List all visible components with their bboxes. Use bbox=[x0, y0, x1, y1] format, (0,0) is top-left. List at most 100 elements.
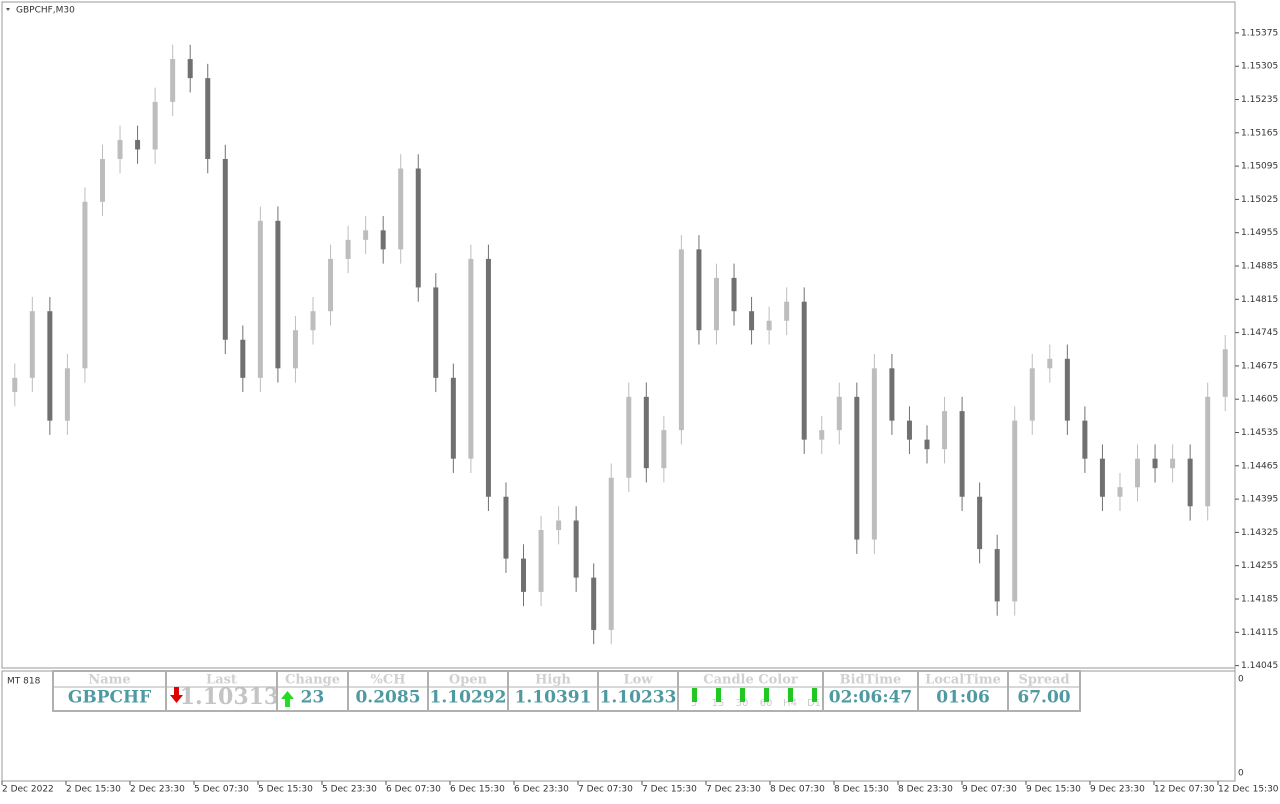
candle-body bbox=[1117, 487, 1123, 497]
candle-body bbox=[521, 558, 527, 592]
cell-value: 67.00 bbox=[1017, 688, 1070, 708]
candle-body bbox=[1099, 458, 1105, 497]
x-tick-label: 2 Dec 2022 bbox=[2, 785, 54, 795]
candle-body bbox=[854, 396, 860, 540]
candle-body bbox=[801, 301, 807, 440]
x-tick-label: 12 Dec 15:30 bbox=[1218, 785, 1279, 795]
cell-value: 1.10391 bbox=[515, 688, 592, 708]
y-tick-label: 1.14465 bbox=[1241, 461, 1278, 471]
down-arrow bbox=[170, 687, 183, 703]
y-tick-label: 1.14395 bbox=[1241, 495, 1278, 505]
y-tick-label: 1.14535 bbox=[1241, 428, 1278, 438]
candle-body bbox=[994, 549, 1000, 602]
candle-body bbox=[1152, 458, 1158, 469]
timeframe-color bbox=[716, 688, 721, 702]
candle-body bbox=[906, 420, 912, 440]
timeframe-label: 5 bbox=[691, 698, 697, 709]
timeframe-color bbox=[764, 688, 769, 702]
candle-body bbox=[924, 439, 930, 450]
candle-body bbox=[433, 287, 439, 378]
y-tick-label: 1.14325 bbox=[1241, 528, 1278, 538]
candle-body bbox=[1187, 458, 1193, 507]
x-tick-label: 9 Dec 07:30 bbox=[962, 785, 1017, 795]
column-header: Open bbox=[449, 673, 488, 688]
y-tick-label: 1.14675 bbox=[1241, 361, 1278, 371]
candle-body bbox=[485, 258, 491, 497]
cell-value: 0.2085 bbox=[355, 688, 420, 708]
timeframe-color bbox=[692, 688, 697, 702]
candle-body bbox=[152, 101, 158, 150]
x-tick-label: 6 Dec 15:30 bbox=[450, 785, 505, 795]
candle-body bbox=[1222, 349, 1228, 397]
candle-body bbox=[643, 396, 649, 469]
y-tick-label: 1.14605 bbox=[1241, 395, 1278, 405]
candle-body bbox=[1012, 420, 1018, 602]
candle-body bbox=[1047, 358, 1053, 369]
candle-body bbox=[187, 59, 193, 79]
column-header: LocalTime bbox=[925, 673, 1001, 688]
y-tick-label: 1.15235 bbox=[1241, 95, 1278, 105]
candle-body bbox=[977, 496, 983, 550]
candle-body bbox=[1064, 358, 1070, 421]
column-header: Change bbox=[285, 673, 340, 688]
candle-body bbox=[292, 330, 298, 369]
x-tick-label: 8 Dec 07:30 bbox=[770, 785, 825, 795]
candle-body bbox=[678, 249, 684, 431]
column-header: Spread bbox=[1018, 673, 1069, 688]
candle-body bbox=[310, 311, 316, 331]
y-tick-label: 1.14115 bbox=[1241, 628, 1278, 638]
column-header: Name bbox=[88, 673, 130, 688]
cell-value: 02:06:47 bbox=[829, 688, 913, 708]
candle-body bbox=[257, 220, 263, 378]
x-tick-label: 7 Dec 15:30 bbox=[642, 785, 697, 795]
candle-body bbox=[731, 277, 737, 312]
y-tick-label: 1.15025 bbox=[1241, 195, 1278, 205]
collapse-icon[interactable] bbox=[6, 8, 10, 11]
timeframe-label: 30 bbox=[736, 698, 749, 709]
candle-body bbox=[1170, 458, 1176, 469]
timeframe-label: 60 bbox=[760, 698, 773, 709]
cell-value: 1.10292 bbox=[430, 688, 507, 708]
x-tick-label: 5 Dec 07:30 bbox=[194, 785, 249, 795]
candle-body bbox=[661, 430, 667, 469]
candle-body bbox=[275, 220, 281, 369]
chart-frame bbox=[1, 1, 1236, 669]
indicator-axis-label: 0 bbox=[1238, 769, 1244, 779]
up-arrow bbox=[281, 691, 294, 707]
candle-body bbox=[380, 230, 386, 250]
candle-body bbox=[170, 59, 176, 102]
candle-body bbox=[363, 230, 369, 240]
candle-body bbox=[889, 368, 895, 421]
candle-body bbox=[538, 530, 544, 592]
candle-body bbox=[626, 396, 632, 478]
cell-value: GBPCHF bbox=[68, 688, 151, 708]
timeframe-color bbox=[740, 688, 745, 702]
cell-value: 23 bbox=[301, 688, 325, 708]
candle-body bbox=[415, 168, 421, 288]
x-tick-label: 6 Dec 07:30 bbox=[386, 785, 441, 795]
candle-body bbox=[117, 139, 123, 159]
y-tick-label: 1.14885 bbox=[1241, 262, 1278, 272]
candle-body bbox=[12, 377, 18, 393]
x-tick-label: 7 Dec 07:30 bbox=[578, 785, 633, 795]
candle-body bbox=[82, 201, 88, 369]
y-tick-label: 1.14045 bbox=[1241, 661, 1278, 671]
column-header: %CH bbox=[371, 673, 406, 688]
candle-body bbox=[959, 411, 965, 497]
y-tick-label: 1.14745 bbox=[1241, 328, 1278, 338]
x-tick-label: 9 Dec 23:30 bbox=[1090, 785, 1145, 795]
candle-body bbox=[135, 139, 141, 150]
y-tick-label: 1.14955 bbox=[1241, 228, 1278, 238]
candle-body bbox=[696, 249, 702, 331]
y-tick-label: 1.15095 bbox=[1241, 162, 1278, 172]
candle-body bbox=[240, 339, 246, 378]
x-tick-label: 2 Dec 15:30 bbox=[66, 785, 121, 795]
candle-body bbox=[47, 311, 53, 421]
candle-body bbox=[749, 311, 755, 331]
x-tick-label: 8 Dec 23:30 bbox=[898, 785, 953, 795]
candle-body bbox=[1135, 458, 1141, 488]
y-tick-label: 1.14185 bbox=[1241, 595, 1278, 605]
cell-value: 1.10313 bbox=[180, 684, 280, 710]
candle-body bbox=[819, 430, 825, 440]
